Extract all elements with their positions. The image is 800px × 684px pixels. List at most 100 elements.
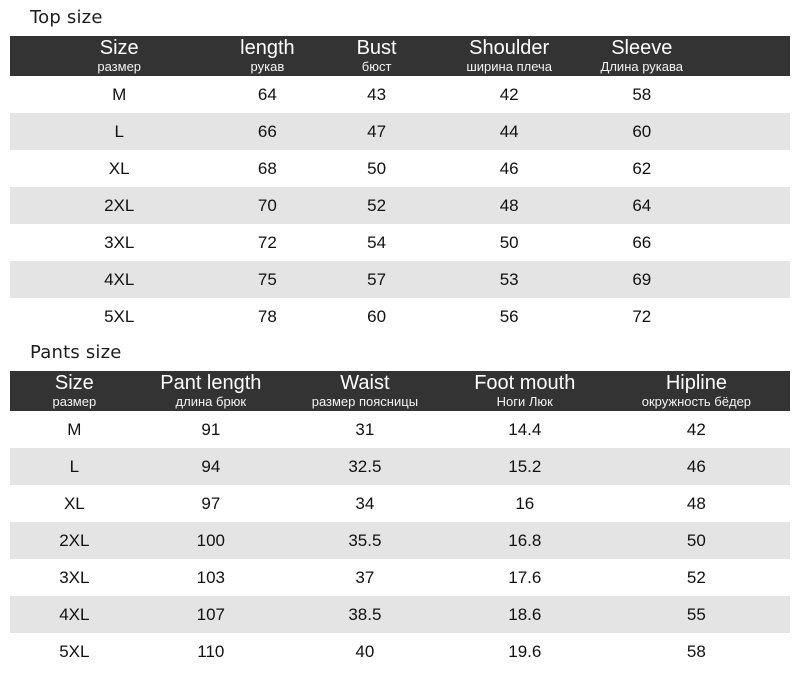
value-cell: 16.8 <box>508 530 542 550</box>
size-cell: XL <box>63 493 85 513</box>
value-cell: 69 <box>632 269 652 289</box>
value-cell: 50 <box>367 158 387 178</box>
column-header: Size размер <box>10 36 229 76</box>
value-cell: 66 <box>632 232 652 252</box>
column-label-ru: размер поясницы <box>311 394 419 409</box>
value-cell: 38.5 <box>348 604 382 624</box>
column-header: Size размер <box>10 371 139 411</box>
table-row: 5XL 78 60 56 72 <box>10 298 790 335</box>
size-cell: 4XL <box>104 269 135 289</box>
value-cell: 19.6 <box>508 641 542 661</box>
column-header: Sleeve Длина рукава <box>571 36 712 76</box>
value-cell: 68 <box>257 158 277 178</box>
table-row: 5XL 110 40 19.6 58 <box>10 633 790 670</box>
filler-header <box>711 36 790 76</box>
value-cell: 46 <box>686 456 706 476</box>
value-cell: 52 <box>686 567 706 587</box>
value-cell: 57 <box>367 269 387 289</box>
size-cell: 3XL <box>59 567 90 587</box>
value-cell: 15.2 <box>508 456 542 476</box>
value-cell: 40 <box>355 641 375 661</box>
table-row: 3XL 103 37 17.6 52 <box>10 559 790 596</box>
value-cell: 62 <box>632 158 652 178</box>
filler-cell <box>712 113 790 150</box>
column-label-ru: длина брюк <box>175 394 247 409</box>
table-row: M 64 43 42 58 <box>10 76 790 113</box>
column-label-en: Size <box>54 372 94 394</box>
size-cell: 2XL <box>104 195 135 215</box>
column-header: Bust бюст <box>306 36 447 76</box>
value-cell: 50 <box>686 530 706 550</box>
column-label-ru: окружность бёдер <box>641 394 752 409</box>
column-label-ru: Длина рукава <box>600 59 683 74</box>
column-label-ru: размер <box>97 59 142 74</box>
top-size-heading: Top size <box>30 7 103 28</box>
value-cell: 91 <box>201 419 221 439</box>
size-cell: L <box>69 456 80 476</box>
size-cell: 5XL <box>104 306 135 326</box>
value-cell: 42 <box>499 84 519 104</box>
value-cell: 110 <box>197 641 225 661</box>
value-cell: 55 <box>686 604 706 624</box>
column-header: Shoulder ширина плеча <box>446 36 572 76</box>
table-row: L 66 47 44 60 <box>10 113 790 150</box>
pants-size-heading: Pants size <box>30 342 122 363</box>
value-cell: 32.5 <box>348 456 382 476</box>
size-cell: 3XL <box>104 232 135 252</box>
column-label-en: Shoulder <box>469 37 550 59</box>
top-size-table-header: Size размер length рукав Bust бюст Shoulder шир… <box>10 36 790 76</box>
column-label-ru: ширина плеча <box>466 59 552 74</box>
value-cell: 46 <box>499 158 519 178</box>
value-cell: 94 <box>201 456 221 476</box>
table-row: 3XL 72 54 50 66 <box>10 224 790 261</box>
filler-cell <box>712 76 790 113</box>
pants-size-table: Size размер Pant length длина брюк Waist разм… <box>10 371 790 670</box>
column-label-en: Sleeve <box>611 37 673 59</box>
value-cell: 42 <box>686 419 706 439</box>
size-cell: 4XL <box>59 604 90 624</box>
column-label-en: Bust <box>356 37 397 59</box>
top-size-section: Top size Size размер length рукав Bust бюст Sh… <box>0 0 800 335</box>
column-header: Waist размер поясницы <box>282 371 447 411</box>
value-cell: 103 <box>196 567 226 587</box>
value-cell: 44 <box>499 121 519 141</box>
filler-cell <box>712 298 790 335</box>
value-cell: 31 <box>355 419 375 439</box>
filler-cell <box>712 224 790 261</box>
value-cell: 56 <box>499 306 519 326</box>
value-cell: 35.5 <box>348 530 382 550</box>
value-cell: 52 <box>367 195 387 215</box>
value-cell: 17.6 <box>508 567 542 587</box>
value-cell: 70 <box>257 195 277 215</box>
value-cell: 60 <box>632 121 652 141</box>
column-label-en: Size <box>99 37 139 59</box>
value-cell: 72 <box>632 306 652 326</box>
value-cell: 48 <box>499 195 519 215</box>
column-label-en: Pant length <box>160 372 262 394</box>
pants-size-section: Pants size Size размер Pant length длина бр… <box>0 335 800 670</box>
table-row: M 91 31 14.4 42 <box>10 411 790 448</box>
value-cell: 64 <box>257 84 277 104</box>
pants-size-table-header: Size размер Pant length длина брюк Waist разм… <box>10 371 790 411</box>
column-label-ru: размер <box>52 394 97 409</box>
value-cell: 58 <box>686 641 706 661</box>
value-cell: 75 <box>257 269 277 289</box>
table-row: 4XL 107 38.5 18.6 55 <box>10 596 790 633</box>
value-cell: 78 <box>257 306 277 326</box>
column-header: length рукав <box>228 36 307 76</box>
table-row: XL 97 34 16 48 <box>10 485 790 522</box>
value-cell: 58 <box>632 84 652 104</box>
table-row: L 94 32.5 15.2 46 <box>10 448 790 485</box>
column-label-ru: бюст <box>361 59 392 74</box>
value-cell: 54 <box>367 232 387 252</box>
size-cell: L <box>114 121 124 141</box>
filler-cell <box>712 187 790 224</box>
value-cell: 48 <box>686 493 706 513</box>
column-label-en: Hipline <box>665 372 727 394</box>
table-row: 2XL 100 35.5 16.8 50 <box>10 522 790 559</box>
column-label-ru: рукав <box>250 59 285 74</box>
size-chart-page: Top size Size размер length рукав Bust бюст Sh… <box>0 0 800 670</box>
value-cell: 43 <box>367 84 387 104</box>
pants-size-table-body: M 91 31 14.4 42 L 94 32.5 15.2 46 XL 97 34 16 48 2XL 100… <box>10 411 790 670</box>
column-header: Hipline окружность бёдер <box>602 371 790 411</box>
